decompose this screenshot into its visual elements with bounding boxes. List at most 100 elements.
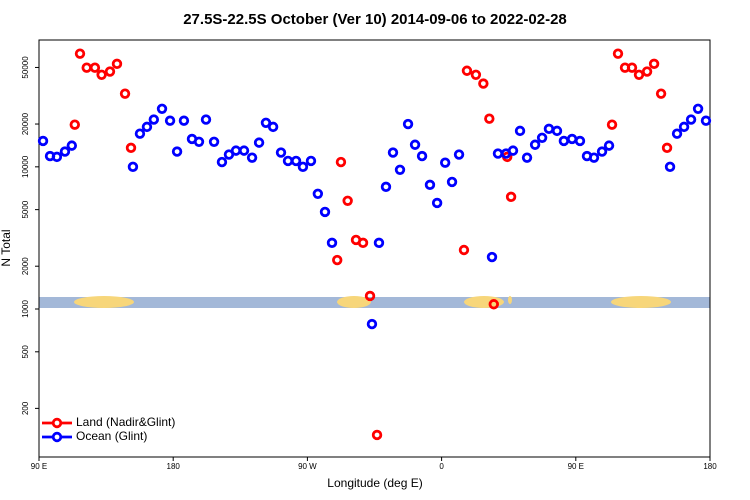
- point: [507, 145, 519, 156]
- point: [364, 290, 376, 302]
- point: [141, 121, 153, 133]
- point: [119, 88, 131, 99]
- point: [326, 237, 338, 249]
- x-tick-label: 90 W: [298, 462, 317, 471]
- legend-marker: [51, 431, 63, 443]
- point: [612, 48, 624, 59]
- point: [171, 146, 183, 157]
- x-tick-label: 180: [703, 462, 717, 471]
- land-patch: [74, 296, 134, 308]
- point: [290, 155, 302, 167]
- point: [439, 157, 451, 168]
- point: [458, 244, 470, 256]
- point: [641, 66, 653, 77]
- x-tick-label: 90 E: [31, 462, 47, 471]
- y-tick-label: 200: [21, 401, 30, 415]
- point: [96, 69, 107, 80]
- point: [319, 206, 331, 218]
- point: [89, 62, 101, 73]
- x-tick-label: 90 E: [568, 462, 584, 471]
- point: [373, 237, 385, 249]
- y-tick-label: 1000: [21, 300, 30, 318]
- point: [156, 103, 168, 114]
- plot-frame: [38, 39, 711, 458]
- legend-label: Ocean (Glint): [76, 429, 147, 443]
- chart-title: 27.5S-22.5S October (Ver 10) 2014-09-06 …: [183, 11, 567, 28]
- point: [664, 161, 676, 173]
- point: [134, 128, 146, 139]
- y-tick-label: 2000: [21, 257, 30, 275]
- point: [478, 78, 489, 89]
- point: [606, 119, 618, 130]
- point: [193, 136, 205, 147]
- y-tick-label: 10000: [21, 155, 30, 178]
- point: [366, 318, 378, 330]
- point: [104, 66, 116, 77]
- point: [267, 121, 279, 133]
- point: [178, 115, 190, 126]
- point: [253, 137, 265, 148]
- point: [626, 62, 638, 73]
- land-ocean-strip: [39, 296, 710, 308]
- point: [424, 179, 436, 191]
- point: [275, 147, 287, 158]
- point: [484, 113, 495, 124]
- land-patch: [464, 296, 504, 308]
- y-tick-label: 500: [21, 345, 30, 359]
- point: [371, 429, 383, 441]
- point: [633, 69, 645, 80]
- x-tick-label: 0: [439, 462, 444, 471]
- point: [521, 152, 533, 163]
- point: [246, 152, 258, 163]
- point: [514, 125, 526, 137]
- point: [69, 119, 80, 130]
- point: [125, 142, 137, 154]
- point: [648, 58, 660, 70]
- point: [297, 161, 309, 173]
- ocean-strip: [39, 297, 710, 308]
- point: [402, 118, 414, 130]
- series: [37, 103, 712, 330]
- legend: Land (Nadir&Glint)Ocean (Glint): [42, 415, 175, 443]
- point: [387, 147, 399, 158]
- legend-marker: [51, 417, 63, 429]
- point: [238, 145, 250, 156]
- point: [409, 139, 421, 150]
- point: [335, 156, 347, 168]
- point: [332, 254, 343, 266]
- point: [461, 65, 473, 76]
- point: [529, 139, 541, 150]
- point: [127, 161, 139, 173]
- point: [51, 151, 63, 163]
- point: [446, 176, 458, 188]
- point: [453, 149, 465, 160]
- point: [305, 155, 317, 167]
- point: [678, 121, 690, 133]
- point: [111, 58, 123, 70]
- point: [574, 135, 586, 147]
- point: [692, 103, 704, 114]
- point: [488, 299, 499, 310]
- point: [655, 88, 667, 99]
- point: [671, 128, 683, 139]
- point: [596, 146, 608, 157]
- point: [312, 188, 324, 200]
- point: [394, 164, 406, 176]
- point: [505, 191, 517, 203]
- point: [66, 140, 78, 151]
- land-patch: [337, 296, 371, 308]
- point: [588, 152, 600, 163]
- point: [216, 156, 228, 168]
- y-tick-label: 5000: [21, 200, 30, 218]
- legend-label: Land (Nadir&Glint): [76, 415, 175, 429]
- point: [148, 114, 160, 125]
- point: [536, 132, 548, 144]
- point: [342, 195, 353, 206]
- point: [37, 135, 49, 147]
- land-patch: [508, 296, 512, 304]
- point: [380, 181, 392, 193]
- point: [164, 115, 176, 126]
- point: [685, 114, 697, 125]
